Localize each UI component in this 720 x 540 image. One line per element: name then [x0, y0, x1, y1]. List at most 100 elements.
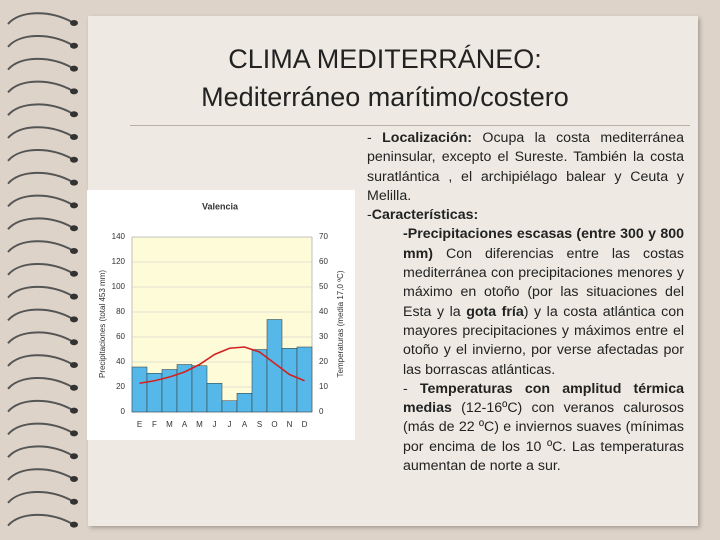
ring-hole: [70, 407, 78, 414]
y2-tick-label: 10: [319, 382, 328, 391]
ring: [7, 491, 73, 504]
x-tick-label: N: [287, 420, 293, 429]
x-tick-label: S: [257, 420, 262, 429]
ring-hole: [70, 270, 78, 277]
ring-hole: [70, 179, 78, 186]
x-tick-label: J: [213, 420, 217, 429]
x-tick-label: O: [271, 420, 277, 429]
ring: [7, 12, 73, 25]
ring-hole: [70, 20, 78, 26]
text-run: -Precipitaciones escasas (entre 300 y 80…: [403, 226, 684, 262]
ring: [7, 263, 73, 276]
slide-body: - Localización: Ocupa la costa mediterrá…: [367, 129, 684, 476]
bar: [296, 346, 313, 413]
y-tick-label: 80: [116, 307, 125, 316]
bar: [266, 319, 283, 413]
spiral-binding: [7, 12, 78, 528]
text-run: Temperaturas con amplitud térmica medias: [403, 380, 684, 417]
ring-hole: [70, 134, 78, 140]
ring: [7, 103, 73, 116]
ring-hole: [70, 248, 78, 254]
ring: [7, 399, 73, 413]
text-run: ) y la costa atlántica con mayores preci…: [403, 303, 685, 378]
bar: [206, 383, 223, 413]
paragraph: - Localización: Ocupa la costa mediterrá…: [367, 129, 684, 206]
ring-hole: [70, 476, 78, 482]
y-tick-label: 120: [112, 257, 126, 266]
paragraph: - Temperaturas con amplitud térmica medi…: [403, 380, 684, 476]
ring-hole: [70, 156, 78, 163]
x-tick-label: A: [182, 420, 188, 429]
y-tick-label: 20: [116, 382, 125, 391]
bar: [221, 400, 238, 413]
text-run: Con diferencias entre las costas mediter…: [403, 245, 684, 320]
ring: [7, 217, 73, 230]
divider: [130, 125, 690, 126]
y2-tick-label: 70: [319, 232, 328, 241]
line: [139, 346, 305, 385]
x-tick-label: D: [302, 420, 308, 429]
paragraph: -Características:: [367, 206, 684, 225]
y-tick-label: 0: [121, 407, 126, 416]
ring-hole: [70, 498, 78, 505]
ring-hole: [70, 202, 78, 209]
title-line: Mediterráneo marítimo/costero: [201, 82, 569, 112]
ring: [7, 468, 73, 481]
ring: [7, 308, 73, 322]
ring: [7, 445, 73, 458]
y-tick-label: 100: [112, 282, 126, 291]
ring-hole: [70, 384, 78, 391]
ring-hole: [70, 339, 78, 346]
y-axis-label: Precipitaciones (total 453 mm): [98, 270, 107, 378]
bar: [131, 366, 148, 413]
y-tick-label: 40: [116, 357, 125, 366]
ring: [7, 35, 73, 48]
y-tick-label: 140: [112, 232, 126, 241]
chart-title: Valencia: [202, 201, 239, 211]
bar: [251, 349, 268, 413]
text-run: gota fría: [466, 303, 524, 320]
y2-tick-label: 50: [319, 282, 328, 291]
y2-tick-label: 30: [319, 332, 328, 341]
y2-tick-label: 0: [319, 407, 324, 416]
ring-hole: [70, 362, 78, 368]
ring: [7, 285, 73, 299]
ring: [7, 240, 73, 253]
ring: [7, 377, 73, 390]
x-tick-label: E: [137, 420, 142, 429]
text-run: Localización:: [382, 130, 473, 146]
x-tick-label: M: [196, 420, 203, 429]
ring: [7, 149, 73, 162]
ring-hole: [70, 88, 78, 95]
bar: [191, 365, 208, 413]
x-tick-label: J: [228, 420, 232, 429]
text-run: Características:: [371, 207, 479, 224]
y2-tick-label: 40: [319, 307, 328, 316]
ring: [7, 194, 73, 208]
slide-title: CLIMA MEDITERRÁNEO: Mediterráneo marítim…: [110, 40, 660, 116]
y2-axis-label: Temperaturas (media 17,0 ºC): [336, 270, 345, 377]
ring-hole: [70, 316, 78, 323]
ring-hole: [70, 65, 78, 72]
title-line: CLIMA MEDITERRÁNEO:: [228, 44, 542, 74]
bar: [281, 348, 298, 413]
text-run: -: [367, 207, 372, 224]
climograph: Valencia Precipitaciones (total 453 mm) …: [87, 190, 355, 440]
x-tick-label: A: [242, 420, 248, 429]
ring-hole: [70, 225, 78, 232]
text-run: -: [367, 130, 383, 146]
paragraph: -Precipitaciones escasas (entre 300 y 80…: [403, 225, 684, 379]
ring: [7, 126, 73, 139]
ring-hole: [70, 453, 78, 460]
ring-hole: [70, 111, 78, 118]
ring: [7, 513, 73, 527]
y2-tick-label: 60: [319, 257, 328, 266]
ring: [7, 80, 73, 94]
x-tick-label: M: [166, 420, 173, 429]
ring-hole: [70, 293, 78, 300]
y2-tick-label: 20: [319, 357, 328, 366]
ring-hole: [70, 430, 78, 437]
ring: [7, 422, 73, 436]
ring: [7, 171, 73, 185]
